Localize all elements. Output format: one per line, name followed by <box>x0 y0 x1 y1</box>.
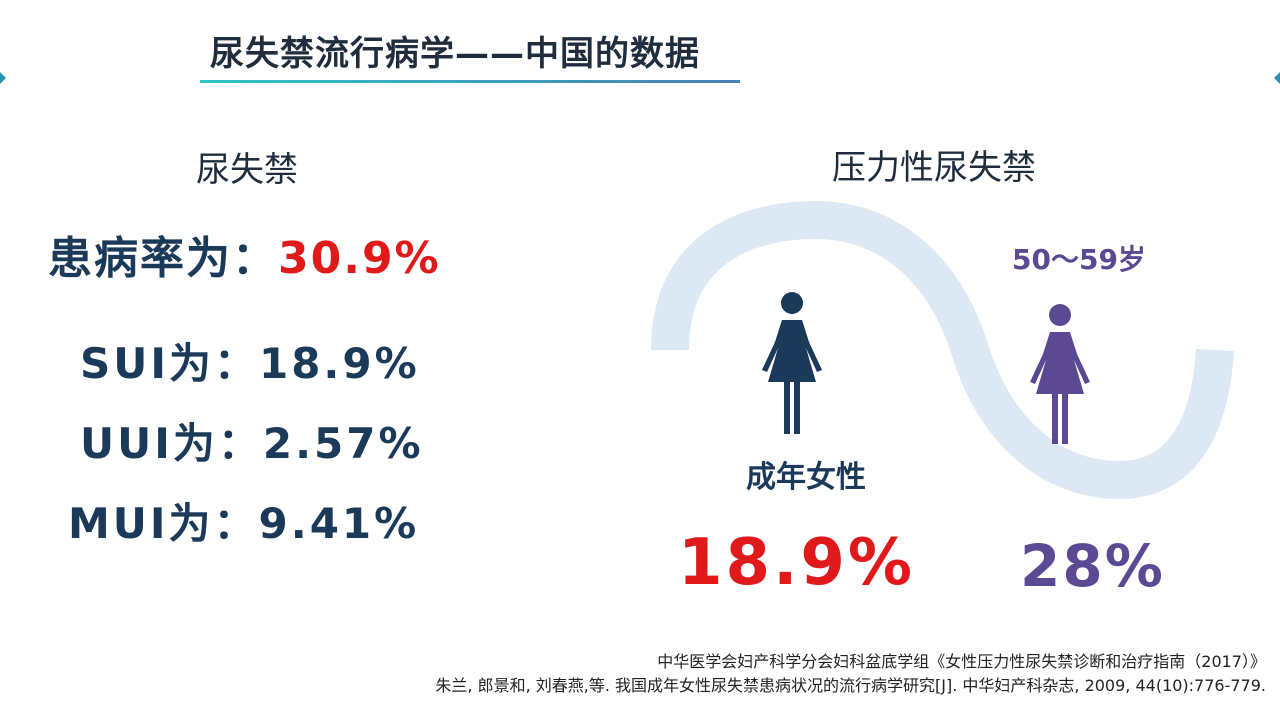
edge-marker-right <box>1274 72 1280 84</box>
stress-incontinence-heading: 压力性尿失禁 <box>832 148 1036 188</box>
incontinence-heading: 尿失禁 <box>196 150 298 190</box>
prevalence-value: 30.9% <box>278 233 441 284</box>
slide-title: 尿失禁流行病学——中国的数据 <box>210 34 700 74</box>
prevalence-line: 患病率为：30.9% <box>48 222 441 286</box>
stat-mui-label: MUI为： <box>68 499 259 548</box>
reference-study: 朱兰, 郎景和, 刘春燕,等. 我国成年女性尿失禁患病状况的流行病学研究[J].… <box>435 676 1266 695</box>
stat-mui-value: 9.41% <box>258 499 420 548</box>
prevalence-label: 患病率为： <box>48 233 278 284</box>
woman-icon <box>762 292 822 434</box>
age-group-label: 50～59岁 <box>1012 243 1146 276</box>
stat-sui-value: 18.9% <box>258 339 420 388</box>
title-underline <box>200 80 740 83</box>
edge-marker-left <box>0 72 6 84</box>
adult-women-label: 成年女性 <box>746 460 866 495</box>
wave-decoration <box>651 200 1234 500</box>
woman-icon <box>1030 304 1090 444</box>
adult-women-percentage: 18.9% <box>678 526 916 600</box>
stat-uui: UUI为：2.57% <box>80 410 424 471</box>
reference-guideline: 中华医学会妇产科学分会妇科盆底学组《女性压力性尿失禁诊断和治疗指南（2017）》 <box>657 652 1266 671</box>
stat-uui-label: UUI为： <box>80 419 263 468</box>
age-group-percentage: 28% <box>1020 532 1165 600</box>
stat-sui: SUI为：18.9% <box>80 330 420 391</box>
stat-uui-value: 2.57% <box>262 419 424 468</box>
stat-sui-label: SUI为： <box>80 339 259 388</box>
stat-mui: MUI为：9.41% <box>68 490 419 551</box>
